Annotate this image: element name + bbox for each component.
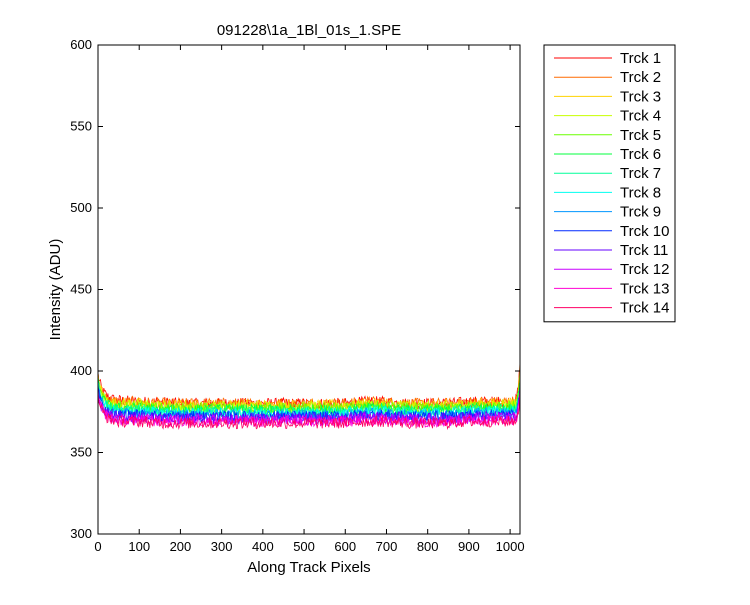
x-tick-label: 500 xyxy=(293,539,315,554)
x-tick-label: 700 xyxy=(376,539,398,554)
legend-label: Trck 10 xyxy=(620,223,669,240)
series-layer xyxy=(97,362,521,431)
legend-label: Trck 7 xyxy=(620,165,661,182)
legend-label: Trck 8 xyxy=(620,184,661,201)
x-tick-label: 600 xyxy=(334,539,356,554)
x-tick-label: 200 xyxy=(170,539,192,554)
x-tick-label: 100 xyxy=(128,539,150,554)
y-tick-label: 450 xyxy=(70,282,92,297)
series-line xyxy=(97,385,521,424)
legend-label: Trck 5 xyxy=(620,127,661,144)
chart-title: 091228\1a_1Bl_01s_1.SPE xyxy=(217,22,401,39)
y-tick-label: 400 xyxy=(70,363,92,378)
y-tick-label: 550 xyxy=(70,119,92,134)
y-tick-label: 300 xyxy=(70,526,92,541)
y-tick-label: 600 xyxy=(70,37,92,52)
legend: Trck 1 Trck 2 Trck 3 Trck 4 Trck 5 Trck 6 Trck… xyxy=(543,44,676,323)
legend-label: Trck 11 xyxy=(620,242,668,259)
x-tick-label: 300 xyxy=(211,539,233,554)
legend-box xyxy=(543,44,676,323)
series-line xyxy=(97,377,521,417)
legend-label: Trck 13 xyxy=(620,280,669,297)
legend-label: Trck 4 xyxy=(620,108,661,125)
legend-label: Trck 12 xyxy=(620,261,669,278)
legend-label: Trck 6 xyxy=(620,146,661,163)
series-line xyxy=(97,393,521,431)
y-tick-label: 500 xyxy=(70,200,92,215)
x-tick-label: 800 xyxy=(417,539,439,554)
y-axis-title: Intensity (ADU) xyxy=(47,239,64,341)
plot-area xyxy=(98,45,520,534)
legend-label: Trck 2 xyxy=(620,69,661,86)
y-axis-ticks: 300 350 400 450 500 550 600 xyxy=(70,37,520,541)
x-tick-label: 1000 xyxy=(496,539,525,554)
x-tick-label: 400 xyxy=(252,539,274,554)
legend-label: Trck 9 xyxy=(620,204,661,221)
legend-items: Trck 1 Trck 2 Trck 3 Trck 4 Trck 5 Trck 6 Trck… xyxy=(554,50,669,317)
y-tick-label: 350 xyxy=(70,445,92,460)
x-axis-ticks: 0 100 200 300 400 500 600 700 800 900 1000 xyxy=(94,45,525,554)
legend-label: Trck 1 xyxy=(620,50,661,67)
x-tick-label: 900 xyxy=(458,539,480,554)
legend-label: Trck 14 xyxy=(620,300,669,317)
x-tick-label: 0 xyxy=(94,539,101,554)
x-axis-title: Along Track Pixels xyxy=(247,559,370,576)
legend-label: Trck 3 xyxy=(620,88,661,105)
